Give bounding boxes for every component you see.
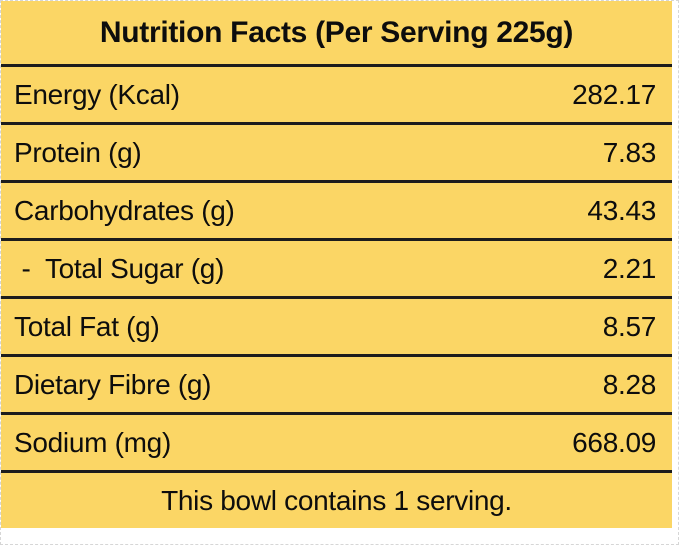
table-row-total-fat: Total Fat (g) 8.57 [1,299,672,357]
row-label: Protein (g) [14,136,142,168]
row-value: 8.28 [602,368,657,400]
table-row-energy: Energy (Kcal) 282.17 [1,67,672,125]
row-label: Total Fat (g) [14,310,160,342]
row-value: 7.83 [602,136,657,168]
table-title: Nutrition Facts (Per Serving 225g) [1,1,672,67]
row-value: 668.09 [572,426,656,458]
nutrition-facts-table: Nutrition Facts (Per Serving 225g) Energ… [1,1,672,528]
table-row-total-sugar: - Total Sugar (g) 2.21 [1,241,672,299]
row-value: 282.17 [572,78,656,110]
row-label: - Total Sugar (g) [14,252,225,284]
row-value: 2.21 [602,252,657,284]
row-label: Sodium (mg) [14,426,171,458]
table-row-carbohydrates: Carbohydrates (g) 43.43 [1,183,672,241]
table-footer-note: This bowl contains 1 serving. [161,484,512,516]
row-label: Carbohydrates (g) [14,194,235,226]
row-label: Dietary Fibre (g) [14,368,212,400]
row-value: 8.57 [602,310,657,342]
row-value: 43.43 [587,194,656,226]
table-row-sodium: Sodium (mg) 668.09 [1,415,672,473]
table-row-dietary-fibre: Dietary Fibre (g) 8.28 [1,357,672,415]
row-label: Energy (Kcal) [14,78,180,110]
table-row-protein: Protein (g) 7.83 [1,125,672,183]
